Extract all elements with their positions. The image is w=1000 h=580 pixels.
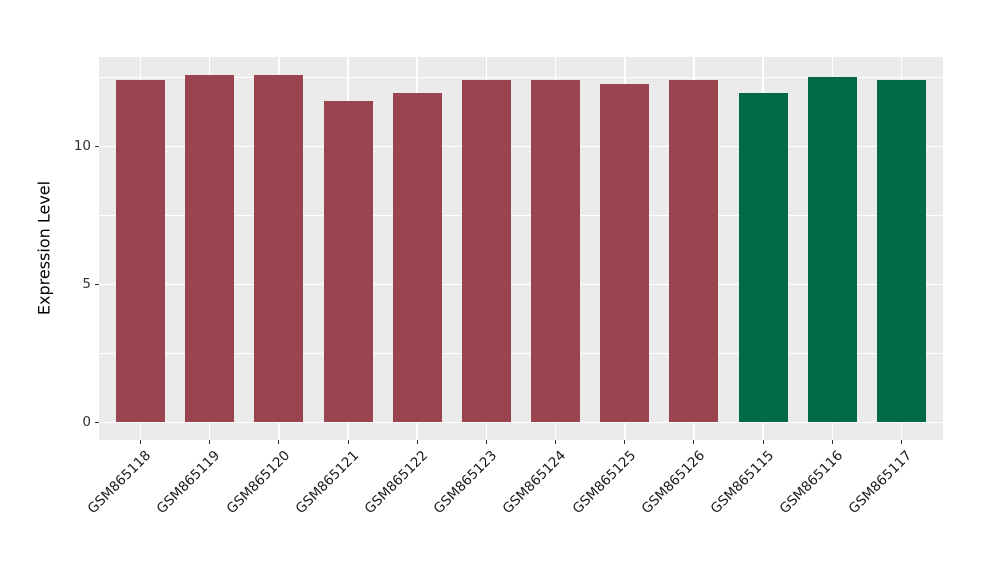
y-axis-title: Expression Level [34,180,54,316]
x-tick-mark-GSM865116 [831,440,833,444]
y-tick-mark-10 [95,145,99,147]
gridline-minor-y2.5 [99,352,943,354]
bar-GSM865116 [807,77,857,423]
bar-GSM865121 [323,100,373,423]
bar-GSM865117 [876,80,926,423]
x-tick-label-GSM865123: GSM865123 [430,447,501,518]
gridline-major-y5 [99,283,943,286]
y-tick-label-0: 0 [82,413,91,430]
bar-GSM865125 [600,84,650,423]
y-tick-mark-0 [95,421,99,423]
gridline-minor-y7.5 [99,214,943,216]
bar-GSM865123 [461,80,511,423]
plot-panel [99,57,943,440]
y-tick-label-10: 10 [73,137,91,154]
bar-GSM865122 [392,92,442,423]
x-tick-label-GSM865121: GSM865121 [292,447,362,518]
x-tick-mark-GSM865117 [900,440,902,444]
x-tick-mark-GSM865124 [555,440,557,444]
x-tick-label-GSM865119: GSM865119 [154,447,224,518]
x-tick-mark-GSM865120 [278,440,280,444]
x-tick-label-GSM865124: GSM865124 [500,447,570,518]
x-tick-mark-GSM865118 [140,440,141,444]
x-tick-mark-GSM865122 [416,440,418,444]
x-tick-mark-GSM865123 [485,440,487,444]
x-tick-mark-GSM865115 [762,440,764,444]
x-tick-label-GSM865115: GSM865115 [707,447,778,518]
gridline-minor-y12.5 [99,76,943,78]
y-tick-mark-5 [95,283,99,285]
x-tick-label-GSM865126: GSM865126 [638,447,708,518]
x-tick-label-GSM865117: GSM865117 [845,447,916,518]
gridline-major-y10 [99,145,943,148]
x-tick-label-GSM865118: GSM865118 [84,447,155,518]
x-tick-mark-GSM865125 [624,440,626,444]
bar-GSM865124 [531,80,581,423]
x-tick-label-GSM865125: GSM865125 [569,447,639,518]
y-tick-label-5: 5 [82,275,91,292]
x-tick-label-GSM865122: GSM865122 [361,447,432,518]
x-tick-mark-GSM865126 [693,440,695,444]
bar-GSM865119 [185,74,235,423]
x-tick-label-GSM865120: GSM865120 [223,447,293,518]
x-tick-mark-GSM865121 [347,440,349,444]
bar-GSM865120 [254,74,304,423]
bar-GSM865115 [738,92,788,423]
gridline-major-y0 [99,421,943,424]
bar-GSM865118 [116,80,165,423]
bar-GSM865126 [669,80,719,423]
x-tick-label-GSM865116: GSM865116 [776,447,847,518]
x-tick-mark-GSM865119 [209,440,211,444]
